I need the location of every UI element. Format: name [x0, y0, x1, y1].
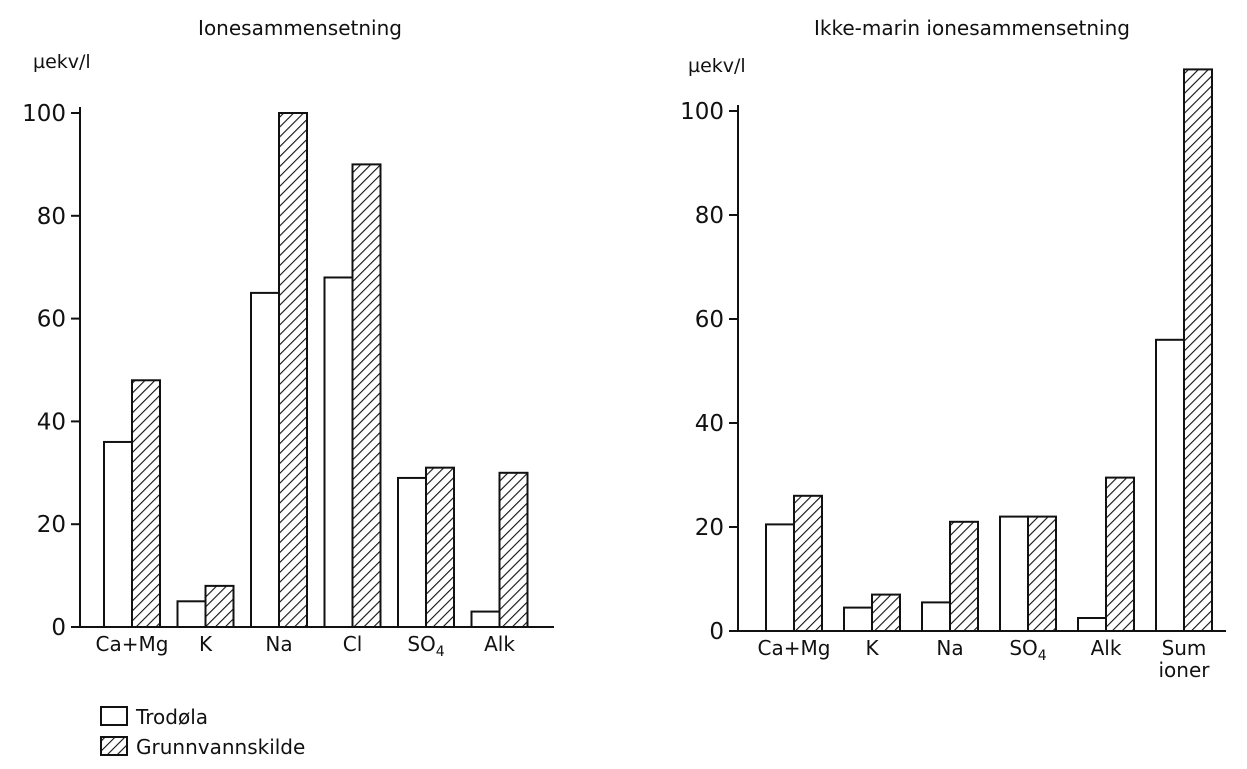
bar-grunnvannskilde-ca-mg [793, 494, 823, 632]
x-tick-label-na: Na [265, 632, 292, 656]
y-tick-label: 60 [695, 307, 724, 333]
y-tick-label: 80 [695, 203, 724, 229]
bar-trod-la-alk [1077, 617, 1107, 632]
y-tick-label: 20 [695, 515, 724, 541]
bar-grunnvannskilde-alk [1105, 476, 1135, 632]
y-tick-label: 60 [37, 307, 66, 333]
legend-label-grunnvannskilde: Grunnvannskilde [136, 735, 305, 759]
y-tick-label: 80 [37, 204, 66, 230]
chart-ikke-marin-ionesammensetning: Ikke-marin ionesammensetning µekv/l 0 20 40 6… [680, 16, 1226, 682]
y-tick-label: 100 [22, 101, 66, 127]
y-tick-label: 0 [51, 615, 66, 641]
bar-grunnvannskilde-k [871, 593, 901, 632]
legend: Trodøla Grunnvannskilde [100, 705, 305, 759]
chart-ionesammensetning: Ionesammensetning µekv/l 0 20 40 60 80 100 Ca+Mg… [22, 16, 554, 660]
x-tick-label-sum-ioner: Sum [1162, 636, 1207, 660]
bar-trod-la-na [250, 291, 280, 628]
bar-grunnvannskilde-cl [351, 163, 382, 628]
y-tick-label: 100 [680, 99, 724, 125]
bar-trod-la-ca-mg [103, 440, 133, 628]
bar-grunnvannskilde-na [949, 520, 979, 632]
x-tick-label-ca-mg: Ca+Mg [96, 632, 169, 656]
y-axis-label: µekv/l [33, 51, 91, 73]
x-tick-label-so4: SO4 [1009, 636, 1046, 664]
x-tick-label-cl: Cl [343, 632, 363, 656]
y-tick-label: 40 [695, 411, 724, 437]
bar-trod-la-cl [323, 276, 354, 628]
x-tick-label-alk: Alk [1091, 636, 1122, 660]
x-tick-label-ca-mg: Ca+Mg [758, 636, 831, 660]
bar-trod-la-k [176, 600, 207, 628]
bar-grunnvannskilde-alk [498, 471, 529, 628]
y-tick-label: 40 [37, 409, 66, 435]
x-tick-label-sum-ioner: ioner [1159, 658, 1211, 682]
x-tick-label-k: K [199, 632, 213, 656]
bar-trod-la-k [843, 606, 873, 632]
legend-swatch-trodola [100, 706, 128, 726]
chart-title: Ikke-marin ionesammensetning [814, 16, 1130, 40]
x-tick-label-alk: Alk [484, 632, 515, 656]
bar-grunnvannskilde-sum-ioner [1183, 68, 1213, 632]
bar-trod-la-alk [470, 610, 501, 629]
legend-swatch-grunnvannskilde [100, 736, 128, 756]
x-tick-label-so4: SO4 [407, 632, 444, 660]
bar-grunnvannskilde-so4 [425, 466, 455, 628]
chart-title: Ionesammensetning [198, 16, 402, 40]
y-axis-label: µekv/l [688, 55, 746, 77]
bar-trod-la-so4 [999, 515, 1029, 632]
y-tick-label: 20 [37, 512, 66, 538]
bar-grunnvannskilde-ca-mg [131, 379, 161, 628]
bar-trod-la-sum-ioner [1155, 338, 1185, 632]
bar-trod-la-so4 [397, 476, 427, 628]
x-tick-label-na: Na [936, 636, 963, 660]
bar-grunnvannskilde-k [204, 584, 235, 629]
legend-label-trodola: Trodøla [135, 705, 208, 729]
bar-grunnvannskilde-na [278, 112, 308, 628]
y-tick-label: 0 [709, 619, 724, 645]
bar-trod-la-na [921, 601, 951, 633]
x-tick-label-k: K [865, 636, 879, 660]
bar-grunnvannskilde-so4 [1027, 515, 1057, 632]
bar-trod-la-ca-mg [765, 523, 795, 633]
